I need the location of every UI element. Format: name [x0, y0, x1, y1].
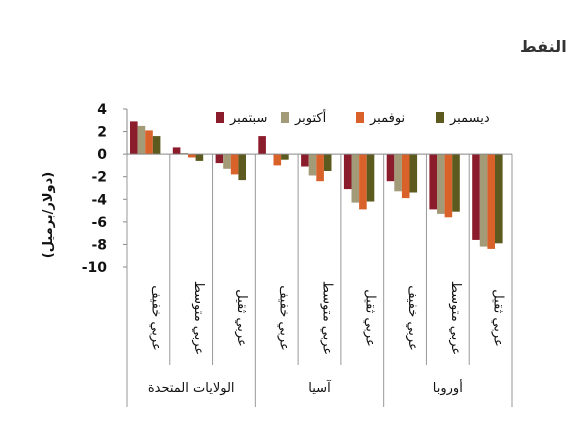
- group-label: آسيا: [308, 379, 332, 396]
- axes-layer: 4 2 0 -2 -4 -6 -8 -10: [82, 102, 513, 407]
- bar-2-6: [351, 154, 360, 203]
- category-labels: عربي خفيف عربي متوسط عربي ثقيل عربي خفيف عرب…: [148, 281, 506, 396]
- legend-swatch: [436, 112, 444, 123]
- bar-1-9: [472, 154, 480, 240]
- bar-4-1: [152, 136, 161, 155]
- bar-4-6: [366, 154, 375, 202]
- bar-3-2: [188, 154, 196, 158]
- bar-3-9: [487, 154, 495, 249]
- y-tick-label: -8: [91, 237, 107, 253]
- bar-4-8: [452, 154, 460, 212]
- legend-label: نوفمبر: [369, 111, 405, 126]
- category-label: عربي ثقيل: [234, 289, 249, 346]
- bar-4-9: [495, 154, 503, 244]
- bar-3-4: [273, 154, 282, 166]
- bar-3-5: [316, 154, 324, 182]
- y-axis-label: (دولار/برميل): [41, 172, 56, 259]
- bar-4-3: [238, 154, 246, 181]
- group-label: الولايات المتحدة: [148, 381, 235, 396]
- bar-3-6: [359, 154, 367, 210]
- bar-2-9: [479, 154, 488, 247]
- bar-4-5: [323, 154, 332, 171]
- bar-1-5: [301, 154, 309, 167]
- bar-2-8: [437, 154, 445, 214]
- category-label: عربي متوسط: [191, 281, 206, 355]
- bar-1-2: [172, 147, 181, 155]
- legend-swatch: [281, 112, 289, 123]
- y-tick-label: -6: [91, 215, 107, 231]
- bar-1-8: [429, 154, 437, 210]
- y-tick-label: 0: [97, 147, 107, 163]
- bar-1-1: [130, 121, 138, 155]
- chart-title: السعودية تخفض أسعارها الرسمية لبيع النفط: [520, 36, 570, 56]
- bar-2-7: [394, 154, 402, 192]
- legend-label: ديسمبر: [449, 111, 490, 126]
- legend-swatch: [216, 112, 224, 123]
- category-label: عربي ثقيل: [491, 289, 506, 346]
- bar-2-2: [180, 153, 188, 155]
- bar-1-7: [386, 154, 395, 182]
- bar-2-3: [223, 154, 231, 169]
- category-label: عربي متوسط: [320, 281, 335, 355]
- category-label: عربي متوسط: [448, 281, 463, 355]
- category-label: عربي ثقيل: [362, 289, 377, 346]
- bars-layer: [130, 121, 503, 249]
- category-label: عربي خفيف: [405, 285, 420, 351]
- bar-2-1: [137, 125, 146, 155]
- legend-swatch: [356, 112, 364, 123]
- bar-2-5: [308, 154, 317, 176]
- bar-1-6: [343, 154, 352, 190]
- legend-label: سبتمبر: [229, 111, 267, 126]
- bar-1-3: [215, 154, 224, 164]
- y-tick-label: -4: [91, 192, 107, 208]
- category-label: عربي خفيف: [148, 285, 163, 351]
- category-label: عربي خفيف: [277, 285, 292, 351]
- y-tick-label: 2: [97, 125, 107, 141]
- bar-4-4: [281, 154, 289, 160]
- bar-3-8: [444, 154, 453, 218]
- bar-1-4: [258, 136, 266, 155]
- chart-legend: سبتمبر أكتوبر نوفمبر ديسمبر: [216, 109, 490, 126]
- bar-3-1: [145, 130, 153, 155]
- bar-4-7: [409, 154, 418, 193]
- group-label: أوروبا: [433, 379, 463, 396]
- y-tick-label: -2: [91, 170, 107, 186]
- y-tick-label: -10: [82, 260, 108, 276]
- bar-4-2: [195, 154, 204, 161]
- legend-label: أكتوبر: [294, 109, 326, 126]
- y-tick-label: 4: [97, 102, 107, 118]
- bar-3-3: [230, 154, 239, 175]
- bar-3-7: [401, 154, 410, 199]
